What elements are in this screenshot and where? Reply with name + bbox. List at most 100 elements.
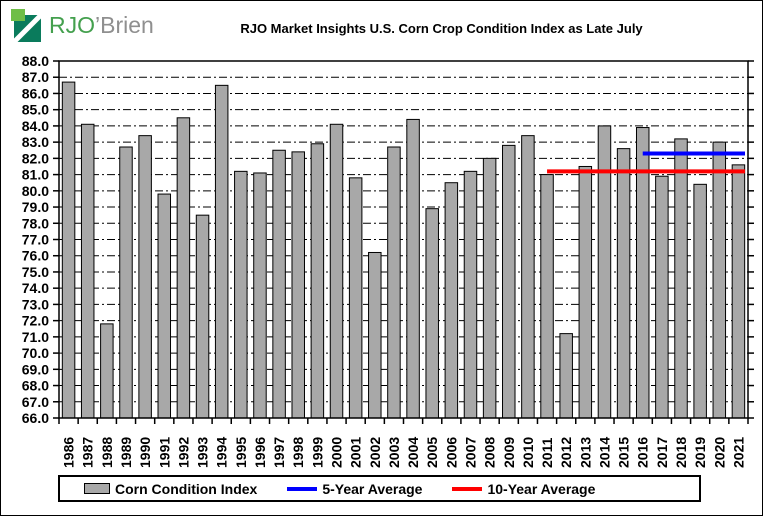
bar-2017	[655, 175, 669, 419]
logo-wordmark: RJO’Brien	[49, 12, 154, 39]
x-axis-label-2004: 2004	[405, 437, 421, 468]
blue-line-swatch-icon	[287, 486, 318, 491]
y-axis-label: 77.0	[22, 232, 49, 248]
y-axis-label: 73.0	[22, 296, 49, 312]
x-axis-label-1999: 1999	[309, 437, 325, 468]
bar-2011	[540, 174, 554, 419]
y-axis-label: 84.0	[22, 118, 49, 134]
x-axis-label-1990: 1990	[137, 437, 153, 468]
bar-1995	[234, 170, 248, 419]
bar-1989	[119, 146, 133, 419]
bar-2012	[559, 333, 573, 419]
y-axis-label: 68.0	[22, 378, 49, 394]
x-axis-label-1994: 1994	[214, 437, 230, 468]
bar-2006	[444, 182, 459, 419]
bar-2002	[368, 251, 382, 419]
axes-group: 66.067.068.069.070.071.072.073.074.075.0…	[22, 53, 754, 468]
x-axis-label-2006: 2006	[443, 437, 459, 468]
legend-item-5-year-average: 5-Year Average	[287, 481, 422, 497]
bar-2018	[674, 138, 688, 419]
bar-2015	[616, 148, 631, 419]
x-axis-label-1988: 1988	[99, 437, 115, 468]
bar-1999	[310, 143, 325, 419]
bar-1998	[291, 151, 305, 419]
y-axis-label: 72.0	[22, 313, 49, 329]
bar-2010	[521, 135, 535, 419]
x-axis-label-2007: 2007	[462, 437, 478, 468]
bar-2001	[348, 177, 363, 419]
x-axis-label-1987: 1987	[80, 437, 96, 468]
x-axis-label-2013: 2013	[577, 437, 593, 468]
y-axis-label: 71.0	[22, 329, 49, 345]
y-axis-label: 86.0	[22, 85, 49, 101]
gridlines	[59, 76, 748, 403]
y-axis-label: 80.0	[22, 183, 49, 199]
rjo-logo-icon	[11, 9, 45, 43]
rjo-obrien-logo: RJO’Brien	[11, 7, 154, 43]
bar-1997	[272, 149, 286, 419]
legend-item-10-year-average: 10-Year Average	[452, 481, 595, 497]
x-axis-label-2010: 2010	[520, 437, 536, 468]
x-axis-label-1996: 1996	[252, 437, 268, 468]
legend-label: 5-Year Average	[322, 480, 423, 497]
x-axis-label-2014: 2014	[596, 437, 612, 468]
x-axis-label-2021: 2021	[730, 437, 746, 468]
bar-2000	[329, 123, 344, 419]
bar-2007	[463, 170, 478, 419]
bar-1987	[80, 123, 95, 419]
y-axis-label: 70.0	[22, 345, 49, 361]
x-axis-label-1991: 1991	[156, 437, 172, 468]
y-axis-label: 83.0	[22, 134, 49, 150]
x-axis-label-2015: 2015	[616, 437, 632, 468]
bar-1988	[100, 323, 114, 419]
y-axis-label: 82.0	[22, 150, 49, 166]
bars-group	[61, 81, 746, 419]
x-axis-label-2002: 2002	[367, 437, 383, 468]
bar-2020	[712, 141, 727, 419]
bar-swatch-icon	[84, 483, 110, 494]
bar-2008	[482, 157, 497, 419]
y-axis-label: 76.0	[22, 248, 49, 264]
bar-2021	[731, 164, 746, 419]
x-axis-label-2019: 2019	[692, 437, 708, 468]
y-axis-label: 79.0	[22, 199, 49, 215]
bar-1992	[176, 117, 191, 419]
x-axis-label-2012: 2012	[558, 437, 574, 468]
y-axis-label: 85.0	[22, 102, 49, 118]
y-axis-label: 75.0	[22, 264, 49, 280]
y-axis-label: 74.0	[22, 280, 49, 296]
x-axis-label-2009: 2009	[501, 437, 517, 468]
x-axis-label-2003: 2003	[386, 437, 402, 468]
x-axis-label-1998: 1998	[290, 437, 306, 468]
bar-1991	[157, 193, 172, 419]
x-axis-label-1995: 1995	[233, 437, 249, 468]
bar-1986	[61, 81, 76, 419]
average-lines-group	[547, 151, 745, 174]
x-axis-label-2016: 2016	[635, 437, 651, 468]
bar-1990	[138, 135, 152, 419]
legend-item-corn-condition-index: Corn Condition Index	[84, 481, 257, 497]
bar-2013	[578, 165, 593, 419]
legend-label: 10-Year Average	[487, 480, 596, 497]
bar-2003	[387, 146, 401, 419]
x-axis-label-2000: 2000	[329, 437, 345, 468]
x-axis-label-1993: 1993	[195, 437, 211, 468]
y-axis-label: 88.0	[22, 53, 49, 69]
bar-2009	[502, 144, 516, 419]
x-axis-label-1986: 1986	[61, 437, 77, 468]
bar-2005	[425, 208, 439, 419]
x-axis-label-1997: 1997	[271, 437, 287, 468]
bar-2004	[406, 118, 420, 419]
bar-2019	[693, 183, 707, 419]
chart-legend: Corn Condition Index 5-Year Average 10-Y…	[58, 475, 701, 502]
y-axis-label: 67.0	[22, 394, 49, 410]
bar-1996	[253, 172, 267, 419]
y-axis-label: 81.0	[22, 167, 49, 183]
logo-text-brien: ’Brien	[95, 11, 154, 38]
red-line-swatch-icon	[452, 486, 483, 491]
x-axis-label-2017: 2017	[654, 437, 670, 468]
y-axis-label: 66.0	[22, 410, 49, 426]
x-axis-label-2001: 2001	[348, 437, 364, 468]
